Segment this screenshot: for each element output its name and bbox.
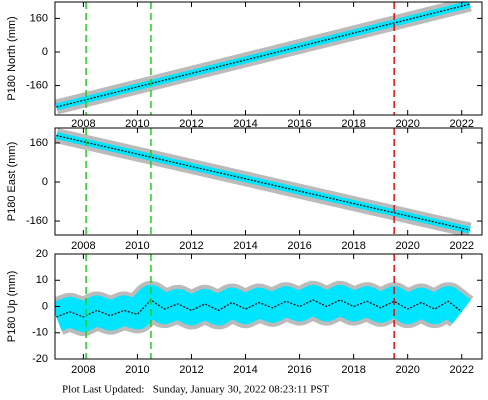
x-tick-label: 2014 xyxy=(233,240,257,252)
y-tick-label: -20 xyxy=(32,353,48,365)
footer: Plot Last Updated: Sunday, January 30, 2… xyxy=(62,384,329,396)
x-tick-label: 2010 xyxy=(125,364,149,376)
x-tick-label: 2020 xyxy=(395,364,419,376)
y-tick-label: 20 xyxy=(36,248,48,260)
x-tick-label: 2016 xyxy=(287,240,311,252)
y-tick-label: 0 xyxy=(42,176,48,188)
x-tick-label: 2016 xyxy=(287,118,311,130)
y-tick-label: 0 xyxy=(42,46,48,58)
y-tick-label: 0 xyxy=(42,300,48,312)
x-tick-label: 2014 xyxy=(233,118,257,130)
plot-frame xyxy=(54,1,483,116)
x-tick-label: 2008 xyxy=(71,118,95,130)
y-tick-label: 10 xyxy=(36,274,48,286)
trend-line xyxy=(56,3,470,108)
x-tick-label: 2012 xyxy=(179,240,203,252)
y-tick-label: 160 xyxy=(30,12,48,24)
x-tick-label: 2010 xyxy=(125,240,149,252)
x-tick-label: 2018 xyxy=(341,240,365,252)
x-tick-label: 2008 xyxy=(71,240,95,252)
x-tick-label: 2010 xyxy=(125,118,149,130)
x-tick-label: 2020 xyxy=(395,118,419,130)
x-tick-label: 2022 xyxy=(449,118,473,130)
y-axis-label: P180 East (mm) xyxy=(6,142,18,221)
y-tick-label: -10 xyxy=(32,327,48,339)
x-tick-label: 2016 xyxy=(287,364,311,376)
y-axis-label: P180 Up (mm) xyxy=(6,271,18,343)
x-tick-label: 2014 xyxy=(233,364,257,376)
x-tick-label: 2022 xyxy=(449,364,473,376)
y-tick-label: -160 xyxy=(26,215,48,227)
x-tick-label: 2018 xyxy=(341,118,365,130)
x-tick-label: 2022 xyxy=(449,240,473,252)
y-axis-label: P180 North (mm) xyxy=(6,16,18,100)
y-tick-label: 160 xyxy=(30,137,48,149)
x-tick-label: 2020 xyxy=(395,240,419,252)
y-tick-label: -160 xyxy=(26,80,48,92)
x-tick-label: 2018 xyxy=(341,364,365,376)
trend-line xyxy=(56,299,463,318)
x-tick-label: 2012 xyxy=(179,364,203,376)
x-tick-label: 2008 xyxy=(71,364,95,376)
trend-line xyxy=(56,134,470,231)
x-tick-label: 2012 xyxy=(179,118,203,130)
